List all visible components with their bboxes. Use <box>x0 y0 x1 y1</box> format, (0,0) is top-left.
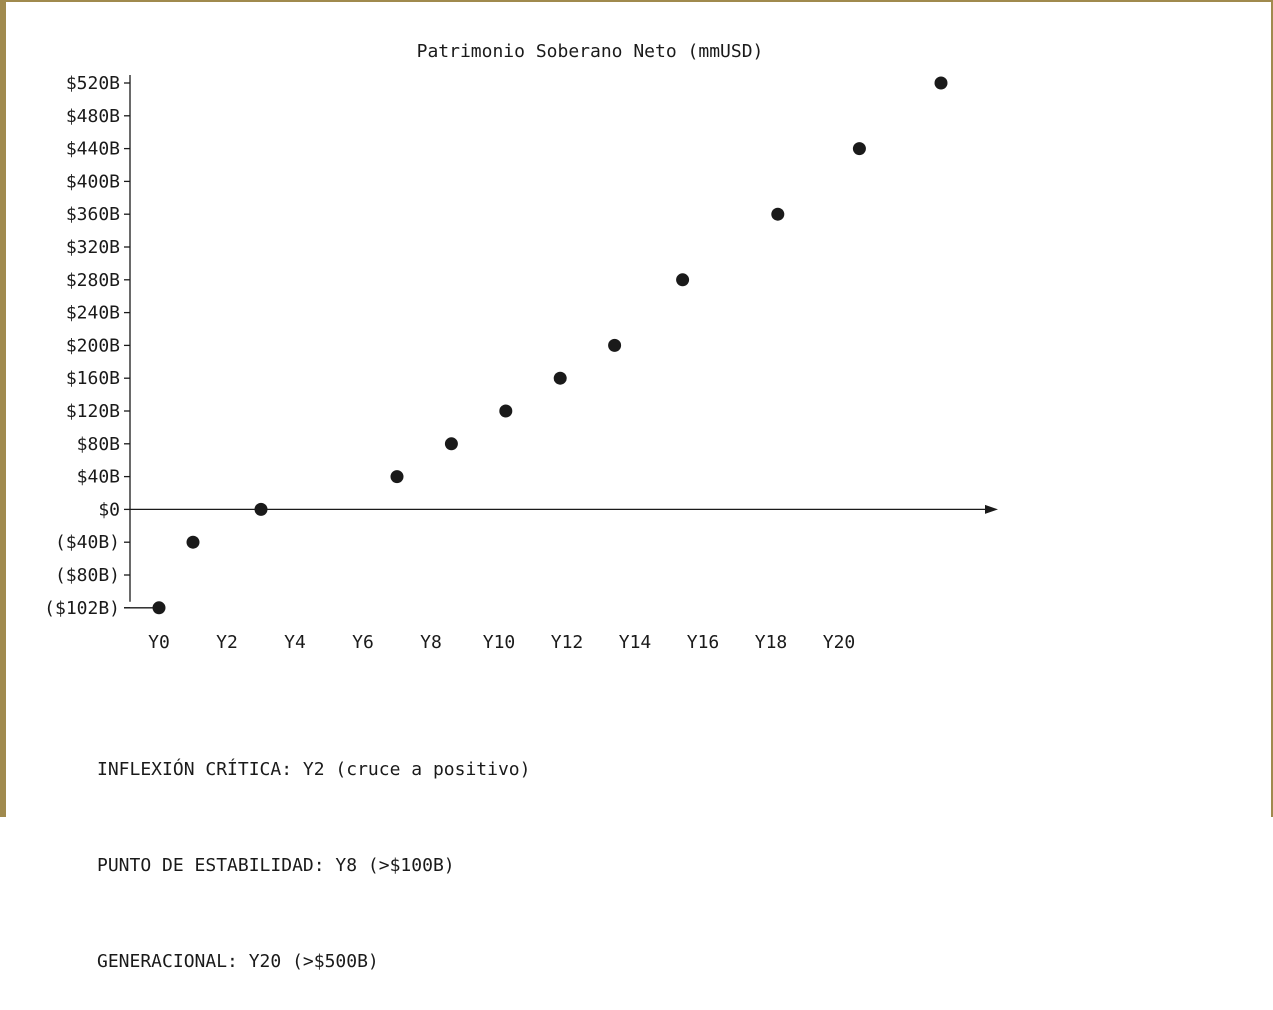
annotation-critical-inflection: INFLEXIÓN CRÍTICA: Y2 (cruce a positivo) <box>97 759 531 780</box>
scatter-chart: Patrimonio Soberano Neto (mmUSD) $520B $4… <box>44 41 998 653</box>
y-tick-label: ($80B) <box>55 565 120 586</box>
data-point <box>254 502 268 516</box>
x-tick-label: Y20 <box>823 632 856 653</box>
chart-title: Patrimonio Soberano Neto (mmUSD) <box>417 41 764 62</box>
data-point <box>934 76 948 90</box>
data-point <box>608 338 622 352</box>
x-tick-label: Y4 <box>284 632 306 653</box>
x-tick-label: Y14 <box>619 632 652 653</box>
y-axis: $520B $480B $440B $400B $360B $320B $280B $240B… <box>44 73 159 619</box>
chart-frame <box>0 0 1273 817</box>
data-point <box>771 207 785 221</box>
x-tick-label: Y8 <box>420 632 442 653</box>
annotation-stability-point: PUNTO DE ESTABILIDAD: Y8 (>$100B) <box>97 855 455 876</box>
y-tick-label: $80B <box>77 434 120 455</box>
x-tick-label: Y16 <box>687 632 720 653</box>
annotations: INFLEXIÓN CRÍTICA: Y2 (cruce a positivo)… <box>97 690 530 1010</box>
y-tick-label: ($40B) <box>55 532 120 553</box>
y-tick-label: $120B <box>66 401 120 422</box>
y-tick-label: $0 <box>98 499 120 520</box>
data-point <box>152 601 166 615</box>
x-tick-label: Y12 <box>551 632 584 653</box>
data-point <box>444 437 458 451</box>
x-tick-label: Y18 <box>755 632 788 653</box>
y-tick-label: $480B <box>66 106 120 127</box>
data-point <box>553 371 567 385</box>
x-axis: Y0 Y2 Y4 Y6 Y8 Y10 Y12 Y14 Y16 Y18 Y20 <box>130 504 998 653</box>
y-tick-label: $280B <box>66 270 120 291</box>
y-tick-label: $40B <box>77 467 120 488</box>
y-tick-label: $400B <box>66 171 120 192</box>
y-tick-label: $520B <box>66 73 120 94</box>
y-tick-label: $160B <box>66 368 120 389</box>
y-tick-label: $360B <box>66 204 120 225</box>
data-points <box>152 76 948 615</box>
x-tick-label: Y2 <box>216 632 238 653</box>
data-point <box>186 535 200 549</box>
x-tick-label: Y0 <box>148 632 170 653</box>
y-tick-label: $320B <box>66 237 120 258</box>
data-point <box>676 273 690 287</box>
data-point <box>852 142 866 156</box>
x-axis-arrow-icon <box>985 504 998 514</box>
data-point <box>499 404 513 418</box>
y-tick-label: $240B <box>66 303 120 324</box>
y-tick-label: $200B <box>66 335 120 356</box>
y-tick-label: $440B <box>66 139 120 160</box>
x-tick-label: Y6 <box>352 632 374 653</box>
y-tick-label: ($102B) <box>44 598 120 619</box>
x-tick-label: Y10 <box>483 632 516 653</box>
annotation-generational: GENERACIONAL: Y20 (>$500B) <box>97 951 379 972</box>
data-point <box>390 470 404 484</box>
